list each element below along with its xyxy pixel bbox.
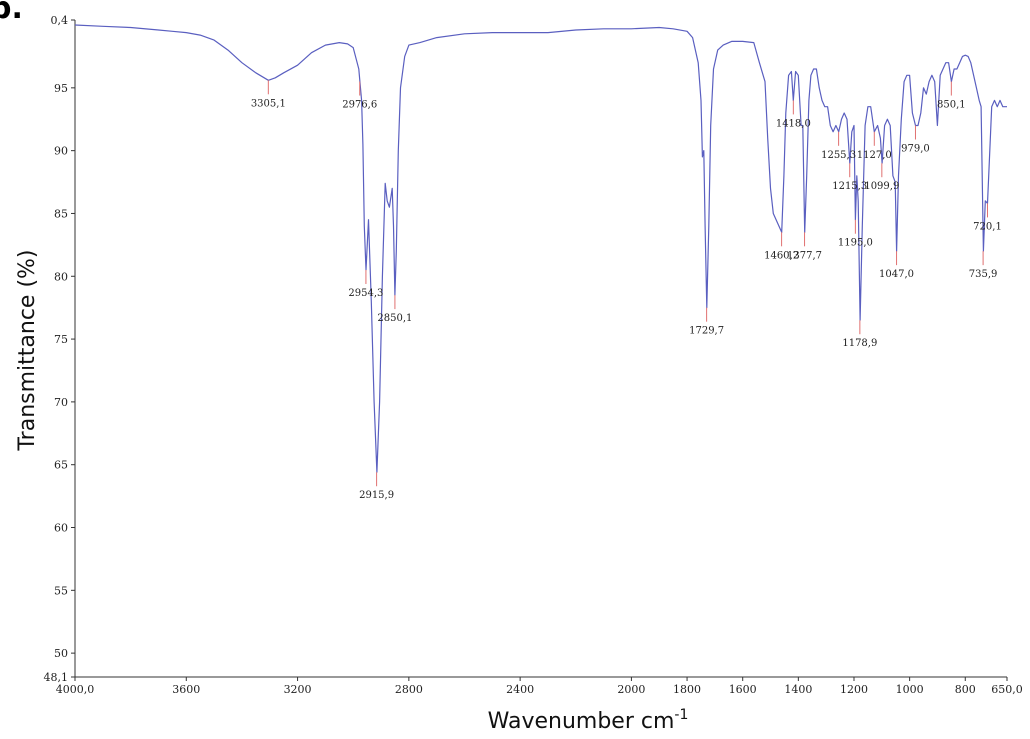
y-tick-label: 50: [54, 647, 68, 660]
y-tick-label: 0,4: [51, 14, 69, 27]
x-tick-label: 1200: [840, 683, 868, 696]
peak-label: 979,0: [901, 144, 930, 155]
peak-label: 1460,2: [764, 250, 799, 261]
x-axis-label: Wavenumber cm-1: [488, 707, 689, 734]
y-tick-label: 60: [54, 522, 68, 535]
peak-label: 1418,0: [776, 118, 811, 129]
peak-label: 1178,9: [842, 338, 877, 349]
peak-annotations: 3305,1 2976,6 2954,3 2915,9 2850,1 1729,7 1460…: [251, 80, 1002, 501]
peak-label: 2850,1: [377, 313, 412, 324]
peak-label: 1099,9: [864, 181, 899, 192]
peak-label: 1729,7: [689, 326, 724, 337]
x-tick-label: 2400: [506, 683, 534, 696]
x-axis-label-superscript: -1: [674, 707, 688, 723]
y-tick-label: 80: [54, 270, 68, 283]
peak-label: 850,1: [937, 100, 966, 111]
x-tick-label: 1600: [729, 683, 757, 696]
x-tick-label: 2000: [617, 683, 645, 696]
y-tick-label: 85: [54, 207, 68, 220]
peak-label: 1255,3: [821, 150, 856, 161]
y-tick-label: 70: [54, 396, 68, 409]
peak-label: 1215,3: [832, 181, 867, 192]
axes: 4000,0 3600 3200 2800 2400 2000 1800 1600 1400 12…: [44, 14, 1023, 696]
x-tick-label: 1400: [784, 683, 812, 696]
y-tick-label: 75: [54, 333, 68, 346]
spectrum-series: [74, 24, 1007, 473]
y-tick-label: 65: [54, 459, 68, 472]
peak-label: 1377,7: [787, 250, 822, 261]
y-tick-label: 55: [54, 584, 68, 597]
peak-label: 1195,0: [838, 238, 873, 249]
x-tick-label: 800: [955, 683, 976, 696]
x-tick-label: 1000: [896, 683, 924, 696]
x-tick-label: 2800: [395, 683, 423, 696]
y-axis-label: Transmittance (%): [15, 249, 40, 451]
peak-label: 720,1: [973, 221, 1002, 232]
y-tick-label: 95: [54, 82, 68, 95]
y-tick-label: 90: [54, 145, 68, 158]
x-tick-label: 3600: [172, 683, 200, 696]
peak-label: 735,9: [969, 269, 998, 280]
peak-label: 1047,0: [879, 269, 914, 280]
peak-label: 2954,3: [348, 288, 383, 299]
x-tick-label: 3200: [284, 683, 312, 696]
peak-label: 2976,6: [342, 100, 377, 111]
panel-label: b.: [0, 0, 23, 26]
x-tick-label: 650,0: [991, 683, 1023, 696]
peak-label: 3305,1: [251, 98, 286, 109]
peak-label: 2915,9: [359, 490, 394, 501]
spectrum-line: [74, 24, 1007, 473]
x-tick-label: 4000,0: [56, 683, 95, 696]
y-tick-label: 48,1: [44, 671, 69, 684]
peak-label: 1127,0: [857, 150, 892, 161]
x-tick-label: 1800: [673, 683, 701, 696]
